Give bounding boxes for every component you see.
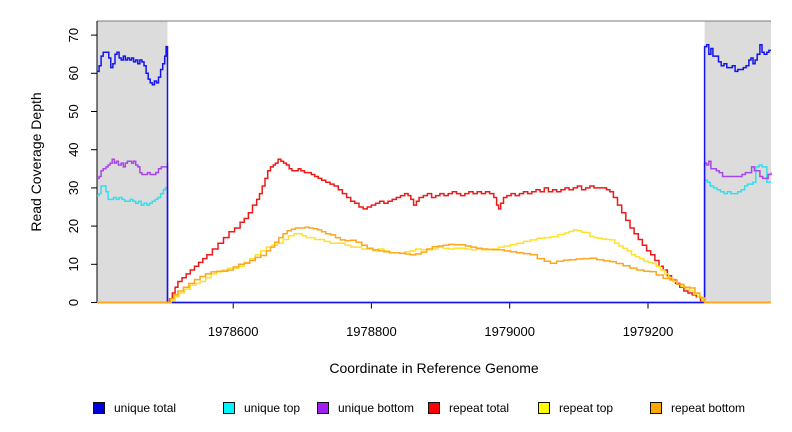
legend-swatch (223, 402, 235, 414)
legend-swatch (650, 402, 662, 414)
x-tick-label: 1979000 (484, 324, 535, 339)
legend-label: unique total (114, 401, 177, 415)
series-unique-bottom (97, 158, 772, 304)
x-axis-title: Coordinate in Reference Genome (329, 360, 539, 376)
legend-label: repeat top (559, 401, 614, 415)
series-repeat-bottom (97, 226, 771, 304)
legend-label: repeat bottom (671, 401, 746, 415)
legend-item: repeat top (538, 399, 613, 417)
legend-label: unique top (244, 401, 301, 415)
legend-item: repeat total (428, 399, 509, 417)
series-unique-top (97, 164, 771, 304)
y-axis-title: Read Coverage Depth (28, 92, 44, 232)
y-tick-label: 70 (66, 28, 81, 42)
unique-region-right (704, 21, 771, 304)
legend-swatch (93, 402, 105, 414)
legend-item: repeat bottom (650, 399, 745, 417)
x-tick-label: 1979200 (623, 324, 674, 339)
legend-label: unique bottom (338, 401, 415, 415)
y-tick-label: 10 (66, 257, 81, 271)
legend-item: unique top (223, 399, 300, 417)
legend-swatch (428, 402, 440, 414)
x-tick-label: 1978600 (208, 324, 259, 339)
y-tick-label: 20 (66, 219, 81, 233)
legend-item: unique bottom (317, 399, 414, 417)
y-tick-label: 40 (66, 142, 81, 156)
legend-swatch (538, 402, 550, 414)
x-tick-label: 1978800 (346, 324, 397, 339)
series-unique-total (97, 43, 771, 304)
y-tick-label: 50 (66, 104, 81, 118)
legend-label: repeat total (449, 401, 510, 415)
series-repeat-top (97, 229, 771, 304)
series-repeat-total (97, 158, 771, 304)
y-tick-label: 60 (66, 66, 81, 80)
y-tick-label: 30 (66, 181, 81, 195)
legend-item: unique total (93, 399, 176, 417)
legend-swatch (317, 402, 329, 414)
legend: unique total unique top unique bottom re… (0, 399, 792, 419)
y-tick-label: 0 (66, 299, 81, 306)
